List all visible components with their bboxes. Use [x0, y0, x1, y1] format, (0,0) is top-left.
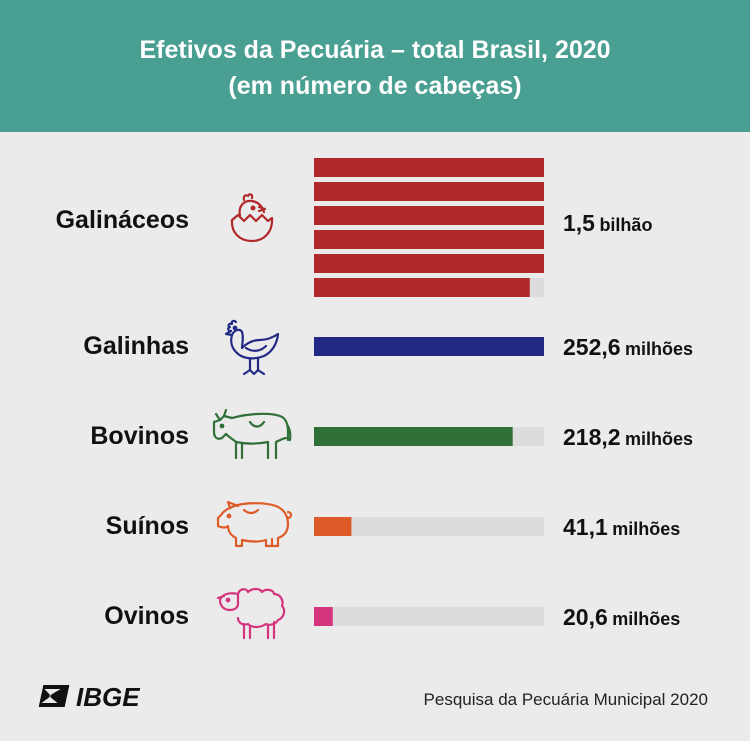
value-unit: milhões: [625, 339, 694, 359]
value-label-galinhas: 252,6 milhões: [563, 334, 693, 361]
value-unit: milhões: [612, 519, 681, 539]
bar-galinaceos-row-5: [314, 254, 544, 273]
value-label-suinos: 41,1 milhões: [563, 514, 680, 541]
value-number: 218,2: [563, 424, 621, 450]
value-number: 41,1: [563, 514, 608, 540]
bar-galinaceos-row-4: [314, 230, 544, 249]
value-label-ovinos: 20,6 milhões: [563, 604, 680, 631]
category-label-ovinos: Ovinos: [104, 602, 189, 630]
hen-icon: [224, 319, 280, 376]
pig-icon: [216, 500, 293, 548]
source-note: Pesquisa da Pecuária Municipal 2020: [423, 690, 708, 709]
bar-ovinos: [314, 607, 333, 626]
chick-hatching-icon: [230, 193, 274, 243]
bar-track-suinos: [314, 517, 544, 536]
chart-header: Efetivos da Pecuária – total Brasil, 202…: [0, 0, 750, 132]
category-label-galinaceos: Galináceos: [55, 206, 189, 234]
bar-bovinos: [314, 427, 513, 446]
bar-galinaceos-row-3: [314, 206, 544, 225]
ibge-logo: IBGE: [38, 682, 140, 712]
bar-galinaceos-row-1: [314, 158, 544, 177]
value-label-galinaceos: 1,5 bilhão: [563, 210, 652, 237]
category-label-galinhas: Galinhas: [83, 332, 189, 360]
cow-icon: [212, 408, 292, 460]
value-unit: bilhão: [599, 215, 653, 235]
bar-galinaceos-row-6: [314, 278, 530, 297]
bar-track-ovinos: [314, 607, 544, 626]
value-number: 20,6: [563, 604, 608, 630]
chart-subtitle: (em número de cabeças): [228, 72, 522, 100]
category-label-suinos: Suínos: [105, 512, 189, 540]
logo-text: IBGE: [76, 682, 140, 712]
value-unit: milhões: [625, 429, 694, 449]
category-label-bovinos: Bovinos: [90, 422, 189, 450]
chart-title: Efetivos da Pecuária – total Brasil, 202…: [139, 36, 611, 64]
value-number: 252,6: [563, 334, 621, 360]
bar-suinos: [314, 517, 352, 536]
value-label-bovinos: 218,2 milhões: [563, 424, 693, 451]
sheep-icon: [216, 587, 286, 640]
value-unit: milhões: [612, 609, 681, 629]
bar-galinhas: [314, 337, 544, 356]
value-number: 1,5: [563, 210, 595, 236]
bar-galinaceos-row-2: [314, 182, 544, 201]
